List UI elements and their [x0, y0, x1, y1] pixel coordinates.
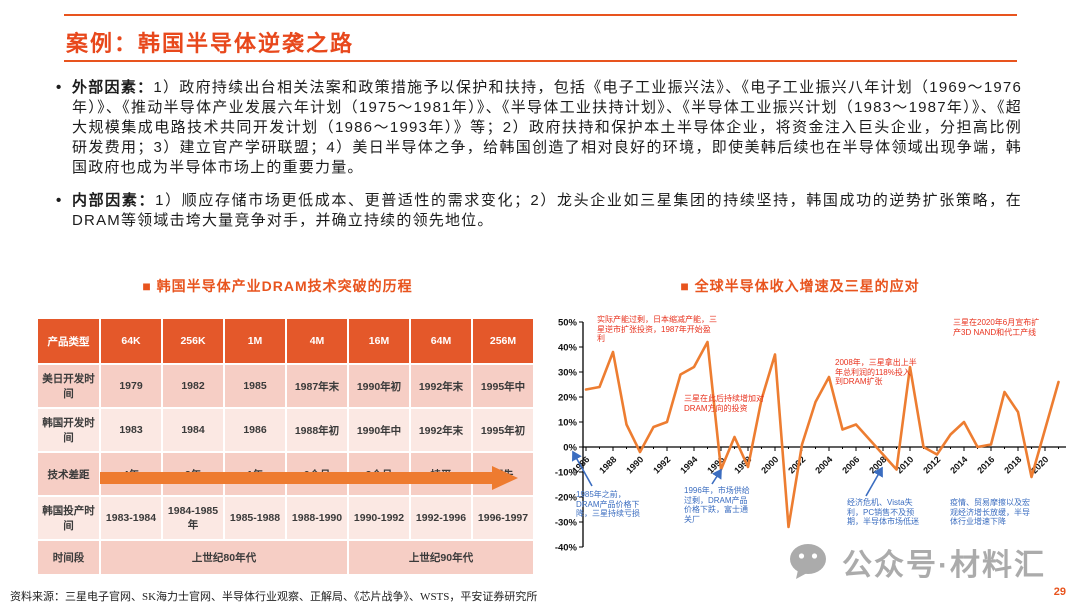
table-header-cell: 产品类型	[38, 319, 99, 363]
source-note: 资料来源：三星电子官网、SK海力士官网、半导体行业观察、正解局、《芯片战争》、W…	[10, 591, 538, 603]
row-label: 韩国投产时间	[38, 497, 99, 539]
table-cell: 1983	[101, 409, 161, 451]
table-row: 韩国开发时间 1983 1984 1986 1988年初 1990年中 1992年末 1995…	[38, 409, 533, 451]
svg-text:-40%: -40%	[555, 543, 578, 554]
bullet-item-2: • 内部因素：1）顺应存储市场更低成本、更普适性的需求变化；2）龙头企业如三星集团…	[56, 191, 1022, 231]
x-tick-label: 2014	[948, 454, 969, 475]
chart-annotation-4: 三星在2020年6月宣布扩产3D NAND和代工产线	[953, 318, 1040, 337]
wechat-icon	[790, 544, 826, 579]
bullet-text: 1）顺应存储市场更低成本、更普适性的需求变化；2）龙头企业如三星集团的持续坚持，…	[72, 192, 1022, 229]
table-cell: 1986	[225, 409, 285, 451]
bullet-dot: •	[56, 79, 63, 96]
annotation-arrow	[572, 450, 593, 487]
row-label: 技术差距	[38, 453, 99, 495]
x-tick-label: 1990	[624, 454, 645, 475]
table-cell: 1982	[163, 365, 223, 407]
tech-gap-arrow	[100, 472, 492, 484]
watermark-text: 公众号·材料汇	[842, 549, 1046, 582]
table-cell: 1992-1996	[411, 497, 471, 539]
table-cell: 1988年初	[287, 409, 347, 451]
table-cell: 1995年中	[473, 365, 533, 407]
bullet-item-1: • 外部因素：1）政府持续出台相关法案和政策措施予以保护和扶持，包括《电子工业振兴…	[56, 78, 1022, 178]
chart-title: ■ 全球半导体收入增速及三星的应对	[680, 278, 920, 294]
table-cell: 1985-1988	[225, 497, 285, 539]
chart-annotation-6: 1996年，市场供给过剩，DRAM产品价格下跌，富士通关厂	[684, 486, 750, 524]
dram-progress-table: 产品类型 64K 256K 1M 4M 16M 64M 256M 美日开发时间 1979 1982 1…	[36, 317, 535, 576]
table-cell: 1979	[101, 365, 161, 407]
chart-annotation-3: 2008年，三星拿出上半年总利润的118%投入到DRAM扩张	[835, 358, 917, 386]
table-cell: 1987年末	[287, 365, 347, 407]
semiconductor-growth-chart: 50%40%30%20%10%0%-10%-20%-30%-40%1986198…	[545, 306, 1075, 556]
x-tick-label: 2004	[813, 454, 834, 475]
table-cell: 1992年末	[411, 409, 471, 451]
chart-annotation-7: 经济危机、Vista失利，PC销售不及预期，半导体市场低迷	[847, 498, 919, 526]
row-label: 时间段	[38, 541, 99, 574]
svg-text:-20%: -20%	[555, 493, 578, 504]
bullet-text: 1）政府持续出台相关法案和政策措施予以保护和扶持，包括《电子工业振兴法》、《电子…	[72, 79, 1022, 176]
top-rule	[64, 14, 1017, 16]
table-header-cell: 256M	[473, 319, 533, 363]
svg-text:-30%: -30%	[555, 518, 578, 529]
tech-gap-arrow-head	[492, 466, 518, 490]
table-cell: 1984	[163, 409, 223, 451]
annotation-arrow	[865, 466, 883, 497]
table-cell: 1990年中	[349, 409, 409, 451]
x-tick-label: 1988	[597, 454, 618, 475]
chart-annotation-5: 1985年之前，DRAM产品价格下降，三星持续亏损	[576, 490, 640, 518]
chart-annotation-1: 实际产能过剩，日本缩减产能，三星逆市扩张投资，1987年开始盈利	[597, 315, 717, 343]
table-cell: 上世纪90年代	[349, 541, 533, 574]
table-cell: 1983-1984	[101, 497, 161, 539]
chart-annotation-8: 疫情、贸易摩擦以及宏观经济增长放缓，半导体行业增速下降	[950, 498, 1030, 526]
bullet-label: 内部因素：	[72, 192, 156, 209]
x-tick-label: 2016	[975, 454, 996, 475]
table-span-row: 时间段 上世纪80年代 上世纪90年代	[38, 541, 533, 574]
table-title: ■ 韩国半导体产业DRAM技术突破的历程	[142, 278, 413, 294]
bullet-label: 外部因素：	[72, 79, 154, 96]
page-number: 29	[1053, 586, 1066, 598]
line-chart-canvas: 50%40%30%20%10%0%-10%-20%-30%-40%1986198…	[555, 318, 1066, 554]
table-row: 韩国投产时间 1983-1984 1984-1985年 1985-1988 1988-1…	[38, 497, 533, 539]
table-cell: 1990年初	[349, 365, 409, 407]
growth-line	[584, 340, 1060, 529]
table-header-row: 产品类型 64K 256K 1M 4M 16M 64M 256M	[38, 319, 533, 363]
x-tick-label: 2006	[840, 454, 861, 475]
annotation-arrow	[711, 468, 722, 485]
x-tick-label: 1992	[651, 454, 672, 475]
page-title: 案例：韩国半导体逆袭之路	[66, 31, 355, 56]
svg-text:40%: 40%	[558, 343, 578, 354]
table-cell: 1985	[225, 365, 285, 407]
table-row: 美日开发时间 1979 1982 1985 1987年末 1990年初 1992年末 1995…	[38, 365, 533, 407]
table-header-cell: 16M	[349, 319, 409, 363]
bullet-list: • 外部因素：1）政府持续出台相关法案和政策措施予以保护和扶持，包括《电子工业振兴…	[56, 78, 1022, 244]
svg-text:30%: 30%	[558, 368, 578, 379]
table-cell: 1988-1990	[287, 497, 347, 539]
chart-annotation-2: 三星在此后持续增加对DRAM方向的投资	[684, 394, 764, 413]
row-label: 美日开发时间	[38, 365, 99, 407]
table-cell: 1995年初	[473, 409, 533, 451]
table-cell: 1990-1992	[349, 497, 409, 539]
svg-text:50%: 50%	[558, 318, 578, 329]
x-tick-label: 2012	[921, 454, 942, 475]
table-header-cell: 4M	[287, 319, 347, 363]
svg-text:20%: 20%	[558, 393, 578, 404]
table-cell: 上世纪80年代	[101, 541, 347, 574]
table-header-cell: 64M	[411, 319, 471, 363]
table-cell: 1996-1997	[473, 497, 533, 539]
table-header-cell: 256K	[163, 319, 223, 363]
x-tick-label: 1994	[678, 454, 699, 475]
svg-text:-10%: -10%	[555, 468, 578, 479]
bullet-dot: •	[56, 192, 63, 209]
watermark: 公众号·材料汇	[788, 540, 1046, 584]
table-cell: 1992年末	[411, 365, 471, 407]
svg-text:0%: 0%	[563, 443, 577, 454]
x-tick-label: 2000	[759, 454, 780, 475]
row-label: 韩国开发时间	[38, 409, 99, 451]
table-cell: 1984-1985年	[163, 497, 223, 539]
title-underline	[64, 60, 1017, 62]
table-header-cell: 1M	[225, 319, 285, 363]
table-header-cell: 64K	[101, 319, 161, 363]
x-tick-label: 2018	[1002, 454, 1023, 475]
svg-text:10%: 10%	[558, 418, 578, 429]
